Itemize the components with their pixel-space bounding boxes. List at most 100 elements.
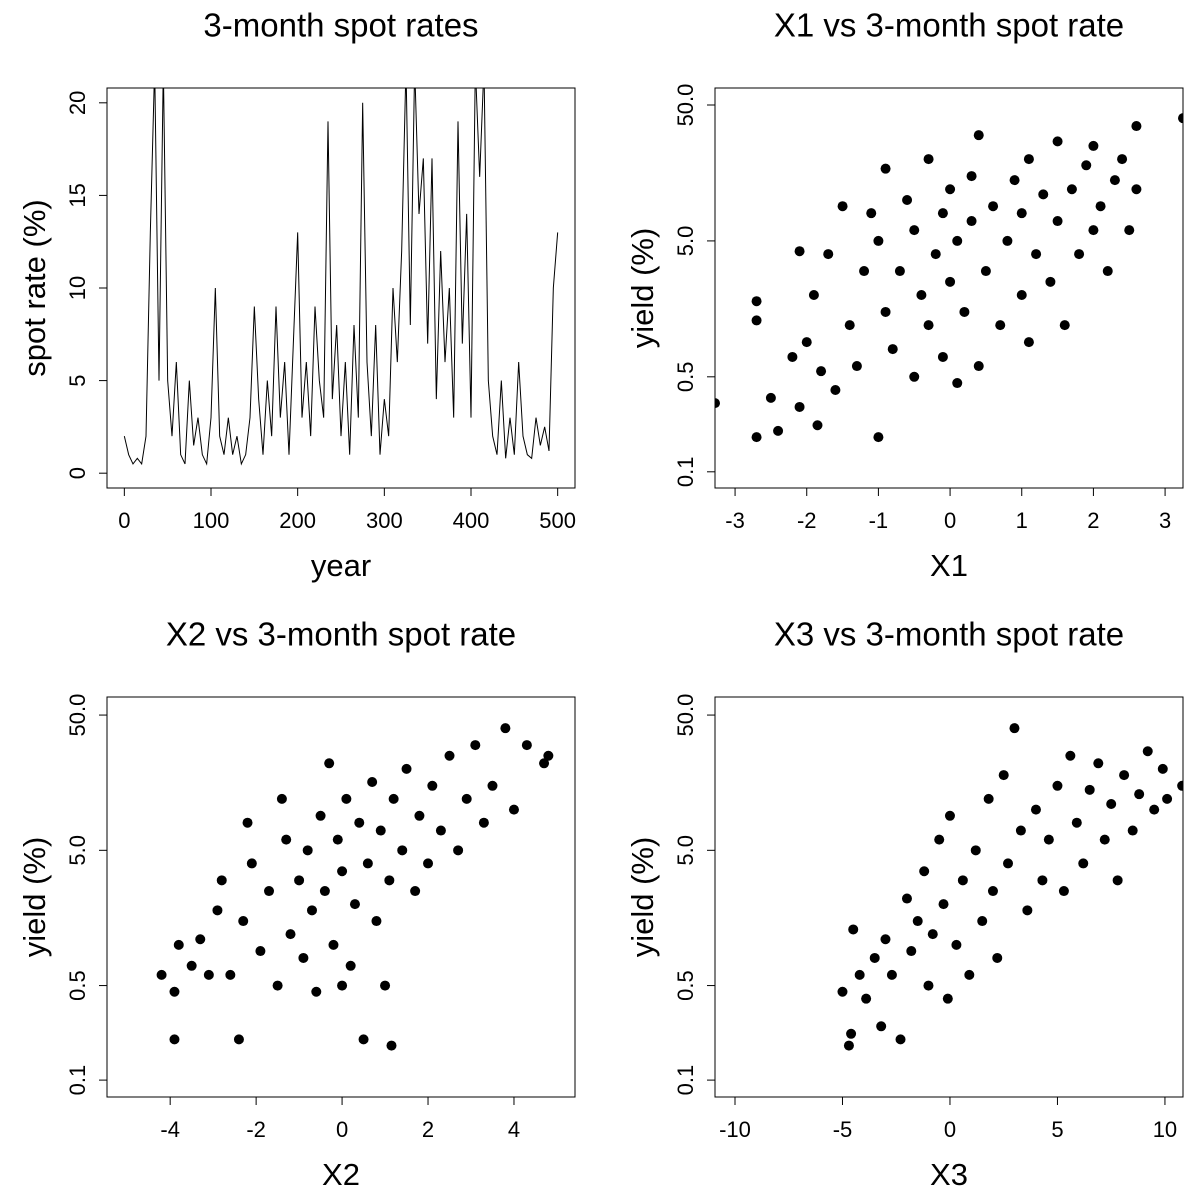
x-tick-label: 0 [944,508,956,533]
y-tick-label: 50.0 [673,84,698,127]
point [212,905,223,916]
point [1052,216,1063,227]
point [294,875,305,886]
point [873,432,884,443]
point [461,793,472,804]
x-tick-label: 400 [453,508,490,533]
point [216,875,227,886]
point [944,810,955,821]
point [895,1034,906,1045]
point [1066,184,1077,195]
y-tick-label: 0.5 [673,970,698,1001]
point [1178,113,1183,124]
x-tick-label: 2 [422,1117,434,1142]
y-tick-label: 10 [65,276,90,300]
point [1003,858,1014,869]
point [934,834,945,845]
plot-area [123,88,559,466]
point [1106,798,1117,809]
point [988,201,999,212]
y-tick-label: 0.1 [673,1065,698,1096]
point [970,845,981,856]
point [966,171,977,182]
point [358,1034,369,1045]
point [453,845,464,856]
point [938,899,949,910]
x-axis-label: X3 [930,1157,968,1192]
x-tick-label: -5 [833,1117,853,1142]
point [751,296,762,307]
point [873,235,884,246]
point [751,315,762,326]
point [880,163,891,174]
panel: X3 vs 3-month spot rate X3 yield (%) -10 -5 0… [625,616,1184,1192]
point [169,1034,180,1045]
point [1088,140,1099,151]
point [937,208,948,219]
point [787,351,798,362]
point [306,905,317,916]
point [966,216,977,227]
point [909,371,920,382]
x-tick-label: -10 [719,1117,751,1142]
plot-box [714,87,1184,489]
x-axis-label: year [311,548,371,583]
point [964,969,975,980]
point [851,361,862,372]
y-tick-label: 15 [65,183,90,207]
point [478,817,489,828]
rate-line [123,88,559,466]
point [1071,817,1082,828]
point [977,916,988,927]
point [341,793,352,804]
y-tick-label: 50.0 [673,694,698,737]
point [388,793,399,804]
point [324,758,335,769]
point [1052,136,1063,147]
point [1016,208,1027,219]
point [1093,758,1104,769]
y-axis-label: spot rate (%) [17,199,52,376]
panel-title: X2 vs 3-month spot rate [166,616,516,653]
point [195,934,206,945]
point [919,866,930,877]
point [169,986,180,997]
point [225,969,236,980]
point [906,946,917,957]
point [435,825,446,836]
x-tick-label: 1 [1016,508,1028,533]
point [487,780,498,791]
point [354,817,365,828]
point [238,916,249,927]
point [285,929,296,940]
point [959,306,970,317]
point [1043,834,1054,845]
point [337,980,348,991]
x-tick-label: 0 [118,508,130,533]
x-tick-label: 100 [193,508,230,533]
point [1149,804,1160,815]
x-tick-label: 300 [366,508,403,533]
point [349,899,360,910]
point [1016,289,1027,300]
point [1177,780,1183,791]
point [951,939,962,950]
point [1059,320,1070,331]
point [203,969,214,980]
point [995,320,1006,331]
point [957,875,968,886]
panel-title: 3-month spot rates [203,7,478,44]
point [952,235,963,246]
point [973,130,984,141]
point [1030,804,1041,815]
y-tick-label: 0.1 [65,1065,90,1096]
point [1157,763,1168,774]
point [816,366,827,377]
point [830,384,841,395]
x-tick-label: 200 [279,508,316,533]
point [543,750,554,761]
point [233,1034,244,1045]
point [1023,337,1034,348]
y-tick-label: 0.5 [673,362,698,393]
x-tick-label: 10 [1153,1117,1177,1142]
